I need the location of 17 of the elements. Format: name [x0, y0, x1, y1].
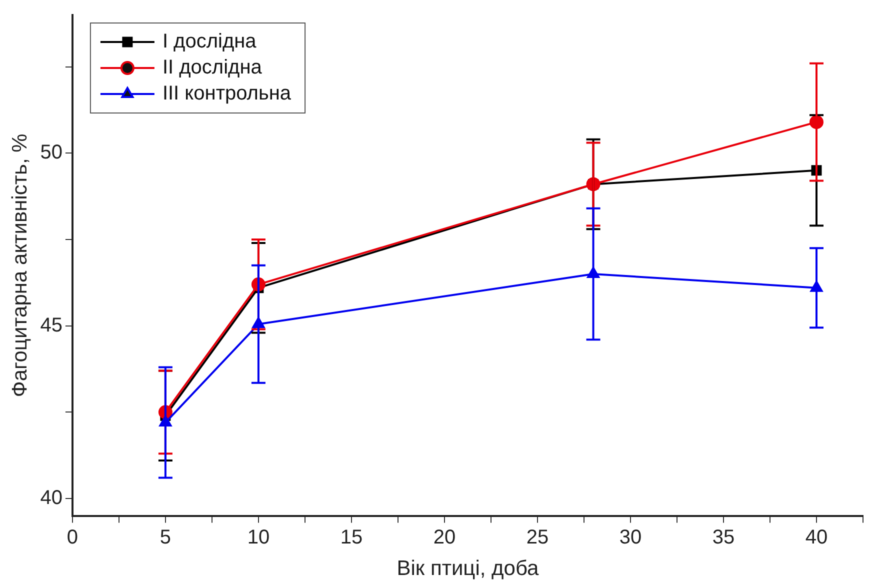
legend-label: III контрольна	[162, 82, 292, 105]
y-tick-label: 45	[40, 314, 62, 336]
x-tick-label: 35	[712, 526, 735, 548]
x-tick-label: 10	[247, 526, 270, 548]
legend-label: II дослідна	[162, 56, 263, 79]
x-tick-label: 20	[433, 526, 456, 548]
x-tick-label: 5	[160, 526, 172, 548]
x-tick-label: 30	[619, 526, 642, 548]
x-tick-label: 15	[340, 526, 363, 548]
x-tick-label: 0	[66, 526, 78, 548]
y-tick-label: 50	[40, 142, 62, 164]
x-axis-title: Вік птиці, доба	[396, 557, 540, 580]
y-axis-title: Фагоцитарна активність, %	[8, 134, 32, 398]
x-tick-label: 25	[526, 526, 549, 548]
x-tick-label: 40	[805, 526, 828, 548]
y-tick-label: 40	[40, 487, 62, 510]
legend-label: I дослідна	[162, 30, 258, 53]
